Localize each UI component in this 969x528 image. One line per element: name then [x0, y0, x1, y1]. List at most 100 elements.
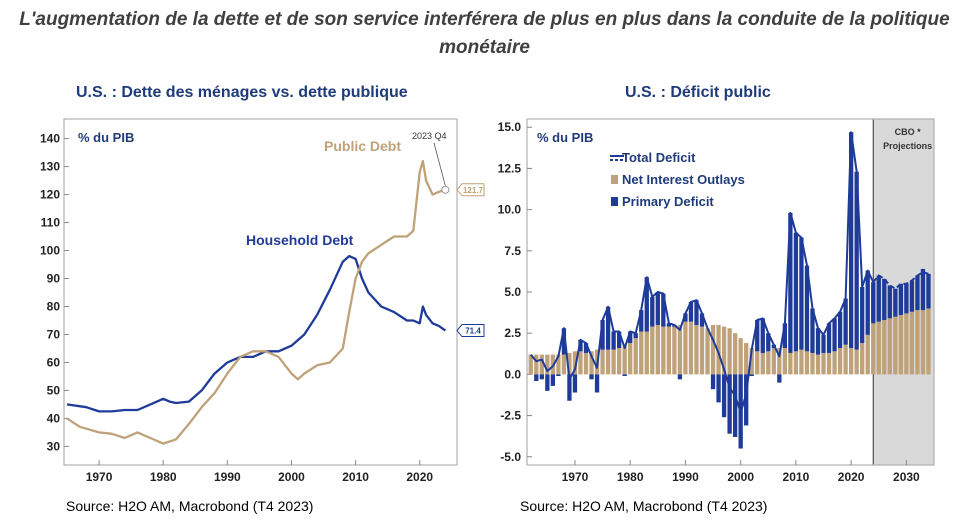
primary-deficit-bar — [854, 171, 859, 350]
interest-bar — [605, 349, 611, 375]
interest-bar — [755, 351, 760, 375]
interest-bar — [600, 349, 605, 375]
primary-deficit-bar — [871, 282, 876, 324]
left-y-tick-label: 100 — [40, 244, 60, 258]
right-y-tick-label: 5.0 — [504, 285, 521, 299]
interest-bar — [848, 348, 854, 375]
primary-deficit-bar — [545, 374, 550, 391]
primary-deficit-bar — [534, 374, 539, 381]
interest-bar — [821, 352, 826, 375]
legend-label: Total Deficit — [622, 150, 696, 165]
left-chart-title: U.S. : Dette des ménages vs. dette publi… — [76, 84, 408, 101]
interest-bar — [721, 326, 727, 375]
interest-bar — [616, 348, 622, 375]
left-y-tick-label: 50 — [47, 383, 61, 397]
primary-deficit-bar — [821, 334, 826, 353]
projection-label-bottom: Projections — [883, 141, 932, 151]
left-x-tick-label: 1980 — [150, 470, 177, 484]
interest-bar — [744, 343, 749, 375]
interest-bar — [738, 338, 743, 375]
primary-deficit-bar — [749, 374, 754, 377]
right-x-tick-label: 1970 — [562, 470, 589, 484]
right-x-tick-label: 1990 — [672, 470, 699, 484]
right-x-tick-label: 1980 — [617, 470, 644, 484]
interest-bar — [777, 348, 782, 375]
primary-deficit-bar — [644, 277, 649, 332]
interest-bar — [545, 354, 550, 375]
left-y-tick-label: 30 — [47, 439, 61, 453]
interest-bar — [854, 349, 859, 375]
primary-deficit-bar — [578, 339, 583, 352]
interest-bar — [782, 348, 788, 375]
primary-deficit-bar — [539, 374, 544, 380]
interest-bar — [710, 324, 716, 375]
interest-bar — [843, 344, 848, 375]
primary-deficit-bar — [788, 212, 793, 353]
interest-bar — [799, 349, 804, 375]
interest-bar — [528, 354, 533, 375]
primary-deficit-bar — [865, 270, 870, 335]
primary-deficit-bar — [860, 287, 865, 344]
interest-bar — [705, 328, 710, 375]
interest-bar — [694, 324, 699, 375]
left-source: Source: H2O AM, Macrobond (T4 2023) — [66, 498, 314, 514]
public-debt-end-value: 121.7 — [463, 186, 484, 195]
point-annotation-label: 2023 Q4 — [412, 131, 447, 141]
right-chart-title: U.S. : Déficit public — [625, 84, 771, 101]
interest-bar — [650, 326, 655, 375]
legend-label: Primary Deficit — [622, 194, 714, 209]
point-annotation-leader — [433, 142, 446, 186]
right-y-tick-label: 0.0 — [504, 367, 521, 381]
interest-bar — [871, 323, 876, 375]
primary-deficit-bar — [666, 323, 672, 327]
right-source: Source: H2O AM, Macrobond (T4 2023) — [520, 498, 768, 514]
series-line-public-debt — [66, 159, 446, 445]
public-debt-end-value-box — [456, 183, 485, 197]
primary-deficit-bar — [832, 318, 837, 352]
interest-bar — [876, 321, 881, 375]
interest-bar — [760, 352, 765, 375]
left-unit-label: % du PIB — [78, 130, 134, 145]
right-y-tick-label: 15.0 — [498, 120, 522, 134]
primary-deficit-bar — [589, 374, 594, 380]
interest-bar — [611, 349, 616, 375]
interest-bar — [589, 351, 594, 375]
interest-bar — [882, 320, 887, 375]
primary-deficit-bar — [594, 374, 600, 393]
left-x-tick-label: 1970 — [86, 470, 113, 484]
primary-deficit-bar — [616, 331, 622, 349]
right-y-tick-label: 2.5 — [504, 326, 521, 340]
primary-deficit-bar — [893, 288, 898, 317]
primary-deficit-bar — [920, 268, 926, 311]
right-unit-label: % du PIB — [537, 130, 593, 145]
left-x-tick-label: 1990 — [214, 470, 241, 484]
primary-deficit-bar — [622, 374, 627, 377]
left-y-tick-label: 80 — [47, 299, 61, 313]
primary-deficit-bar — [926, 273, 931, 309]
interest-bar — [699, 326, 705, 375]
interest-bar — [727, 328, 732, 375]
primary-deficit-bar — [550, 374, 556, 386]
left-y-tick-label: 110 — [41, 216, 61, 230]
primary-deficit-bar — [583, 343, 589, 353]
interest-bar — [677, 324, 683, 375]
interest-bar — [837, 348, 843, 375]
primary-deficit-bar — [799, 237, 804, 350]
primary-deficit-bar — [904, 283, 909, 314]
left-y-tick-label: 70 — [47, 327, 61, 341]
primary-deficit-bar — [876, 275, 881, 322]
interest-bar — [622, 346, 627, 375]
interest-bar — [633, 338, 638, 375]
primary-deficit-bar — [572, 374, 578, 393]
interest-bar — [893, 316, 898, 375]
left-y-tick-label: 120 — [40, 188, 60, 202]
primary-deficit-bar — [721, 374, 727, 418]
interest-bar — [688, 321, 694, 375]
interest-bar — [804, 351, 810, 375]
series-line-total-deficit-projection — [872, 271, 929, 290]
interest-bar — [898, 315, 904, 375]
primary-deficit-bar — [683, 313, 688, 322]
household-debt-label: Household Debt — [246, 232, 354, 248]
primary-deficit-bar — [898, 283, 904, 316]
